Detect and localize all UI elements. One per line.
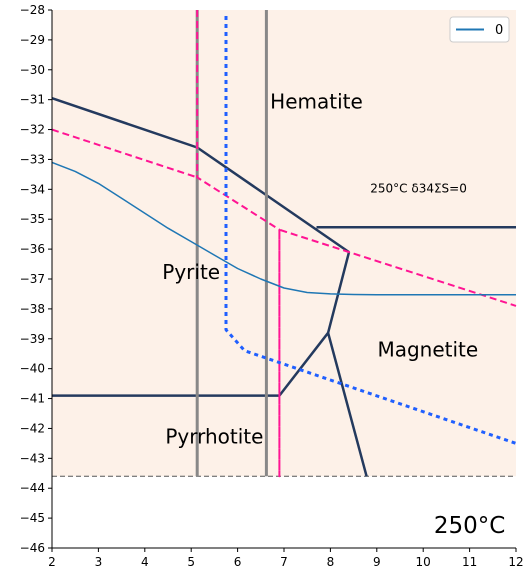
x-tick-label: 6	[234, 555, 242, 569]
temperature-label: 250°C	[434, 513, 505, 539]
x-tick-label: 4	[141, 555, 149, 569]
region-label-pyrrhotite: Pyrrhotite	[165, 424, 263, 448]
x-tick-label: 3	[95, 555, 103, 569]
series-pink-dashed-left	[51, 128, 198, 179]
y-tick-label: −41	[20, 392, 45, 406]
x-tick-label: 10	[416, 555, 431, 569]
y-tick-label: −32	[20, 123, 45, 137]
y-tick-label: −44	[20, 481, 45, 495]
series-pink-dashed	[196, 10, 517, 478]
y-tick-label: −37	[20, 272, 45, 286]
condition-annotation: 250°C δ34ΣS=0	[370, 181, 467, 195]
x-tick-label: 7	[280, 555, 288, 569]
legend: 0	[449, 16, 510, 43]
x-tick-label: 9	[373, 555, 381, 569]
y-tick-label: −30	[20, 63, 45, 77]
y-tick-label: −31	[20, 93, 45, 107]
y-tick-label: −36	[20, 242, 45, 256]
x-tick-label: 5	[187, 555, 195, 569]
y-tick-label: −39	[20, 332, 45, 346]
stability-region	[52, 10, 516, 477]
y-tick-label: −29	[20, 33, 45, 47]
y-tick-label: −45	[20, 511, 45, 525]
y-tick-label: −42	[20, 421, 45, 435]
series-series-0	[51, 161, 516, 296]
y-tick-label: −46	[20, 541, 45, 555]
y-tick-label: −28	[20, 3, 45, 17]
labels-layer: Hematite Pyrite Magnetite Pyrrhotite 250…	[162, 90, 505, 539]
x-tick-label: 11	[462, 555, 477, 569]
y-tick-label: −35	[20, 212, 45, 226]
y-tick-label: −34	[20, 182, 45, 196]
y-tick-label: −33	[20, 152, 45, 166]
axes: 2 3 4 5 6 7 8 9 10 11 12 −28 −29 −30 −31 −32 −33 −34 −35 −3…	[20, 3, 524, 569]
y-tick-label: −40	[20, 362, 45, 376]
y-tick-label: −38	[20, 302, 45, 316]
x-tick-label: 12	[508, 555, 523, 569]
x-tick-label: 2	[48, 555, 56, 569]
legend-label: 0	[495, 23, 503, 38]
y-tick-label: −43	[20, 451, 45, 465]
series-layer	[51, 10, 517, 478]
x-tick-label: 8	[327, 555, 335, 569]
region-label-magnetite: Magnetite	[377, 338, 478, 362]
region-label-pyrite: Pyrite	[162, 260, 220, 284]
series-boundary-mag-po	[326, 332, 368, 477]
region-label-hematite: Hematite	[270, 90, 363, 114]
